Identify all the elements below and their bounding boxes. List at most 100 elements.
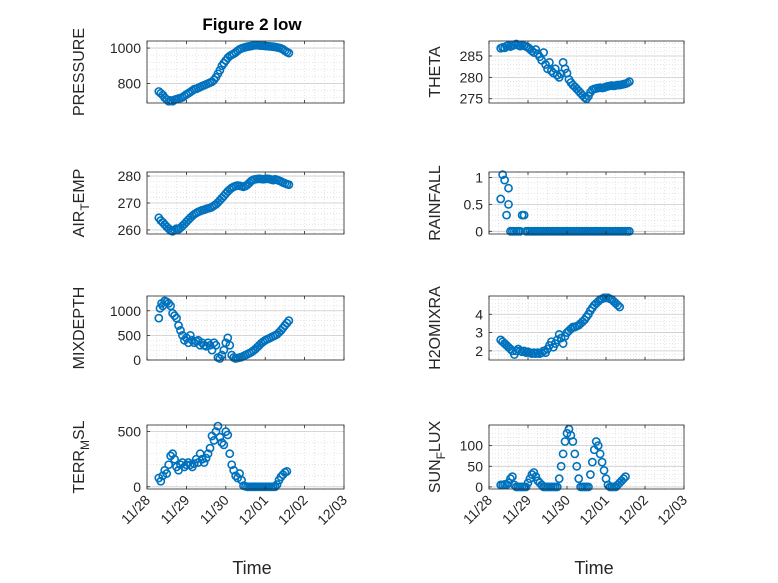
subplot-rainfall: 0 0.5 1 RAINFALL <box>427 165 685 241</box>
subplot-air-temp: 260 270 280 AIRTEMP <box>71 168 345 238</box>
y-tick-label: 0.5 <box>464 196 484 212</box>
y-axis-label: SUNFLUX <box>427 421 448 494</box>
data-point <box>217 350 227 360</box>
x-tick-label: 12/03 <box>314 492 350 528</box>
data-point <box>219 440 229 450</box>
data-point <box>539 48 548 57</box>
x-tick-label: 11/29 <box>157 492 193 528</box>
data-point <box>570 449 580 459</box>
data-point <box>560 64 570 74</box>
data-points <box>154 421 292 492</box>
data-point <box>615 302 625 312</box>
y-tick-label: 270 <box>118 195 142 211</box>
data-point <box>504 199 513 209</box>
axes-box <box>488 171 685 235</box>
data-point <box>552 70 562 80</box>
data-point <box>164 460 174 470</box>
y-axis-label: RAINFALL <box>427 165 444 241</box>
data-point <box>199 458 209 467</box>
data-point <box>554 474 564 484</box>
subplot-terr-msl: 0 500 11/28 11/29 11/30 12/01 12/02 12/03 TERRMS… <box>71 420 350 528</box>
x-tick-label: 11/30 <box>538 492 574 528</box>
figure-title: Figure 2 low <box>202 15 302 34</box>
y-tick-label: 1000 <box>110 303 141 319</box>
y-tick-label: 0 <box>475 223 483 239</box>
data-point <box>162 469 172 478</box>
data-point <box>201 453 211 463</box>
data-point <box>203 449 213 459</box>
data-point <box>552 482 562 492</box>
grid-lines <box>488 171 685 234</box>
subplot-sun-flux: 0 50 100 11/28 11/29 11/30 12/01 12/02 12/03 SUNF… <box>427 421 690 528</box>
y-tick-label: 0 <box>475 479 483 495</box>
data-point <box>597 457 607 467</box>
y-tick-label: 100 <box>460 438 484 454</box>
data-point <box>176 326 185 335</box>
y-tick-label: 275 <box>460 91 484 107</box>
data-point <box>156 476 166 486</box>
y-tick-label: 285 <box>460 48 484 64</box>
subplot-theta: 275 280 285 THETA <box>427 39 685 107</box>
data-point <box>586 470 595 479</box>
data-points <box>496 39 634 104</box>
data-point <box>154 313 164 323</box>
data-point <box>282 466 292 476</box>
data-point <box>284 48 294 58</box>
x-tick-label: 12/03 <box>654 492 690 528</box>
y-axis-label: PRESSURE <box>71 28 88 116</box>
y-axis-label: AIRTEMP <box>71 169 92 238</box>
data-points <box>496 170 634 236</box>
data-point <box>272 480 282 489</box>
y-axis-label: THETA <box>427 46 444 98</box>
data-point <box>211 340 221 350</box>
y-tick-label: 500 <box>118 327 142 343</box>
y-axis-label: TERRMSL <box>71 420 92 493</box>
data-point <box>584 482 593 492</box>
axes-box <box>146 424 345 490</box>
data-point <box>599 466 609 475</box>
data-point <box>508 472 517 482</box>
data-point <box>225 340 235 350</box>
y-tick-label: 1 <box>475 169 483 185</box>
y-tick-label: 0 <box>133 479 141 495</box>
data-point <box>237 475 246 485</box>
subplot-mixdepth: 0 500 1000 MIXDEPTH <box>71 287 345 369</box>
data-point <box>174 321 183 330</box>
y-axis-label: H2OMIXRA <box>427 286 444 370</box>
data-point <box>619 474 628 484</box>
data-point <box>270 482 280 492</box>
subplot-pressure: 800 1000 PRESSURE <box>71 28 345 116</box>
y-tick-label: 3 <box>475 325 483 341</box>
data-point <box>625 77 634 87</box>
data-point <box>556 461 566 471</box>
data-point <box>500 175 509 185</box>
data-points <box>496 293 625 359</box>
y-tick-label: 2 <box>475 343 483 359</box>
y-tick-label: 280 <box>460 69 484 85</box>
x-tick-label: 12/02 <box>615 492 651 528</box>
data-point <box>215 65 225 75</box>
data-point <box>595 449 605 459</box>
data-points <box>154 296 294 363</box>
grid-lines <box>488 295 685 360</box>
data-point <box>531 45 541 54</box>
x-axis-label-left: Time <box>232 558 271 578</box>
data-point <box>613 300 623 310</box>
data-point <box>572 461 582 471</box>
data-point <box>558 449 568 459</box>
axes-box <box>488 424 685 490</box>
data-point <box>213 421 223 431</box>
data-point <box>215 432 225 442</box>
data-point <box>284 316 294 326</box>
x-tick-label: 11/28 <box>118 492 154 528</box>
data-point <box>284 180 294 190</box>
y-tick-label: 0 <box>133 352 141 368</box>
data-point <box>504 183 513 193</box>
axes-box <box>488 295 685 361</box>
data-point <box>189 459 199 469</box>
y-tick-label: 1000 <box>110 40 141 56</box>
data-point <box>227 460 237 470</box>
data-point <box>574 474 584 484</box>
data-point <box>217 438 227 448</box>
